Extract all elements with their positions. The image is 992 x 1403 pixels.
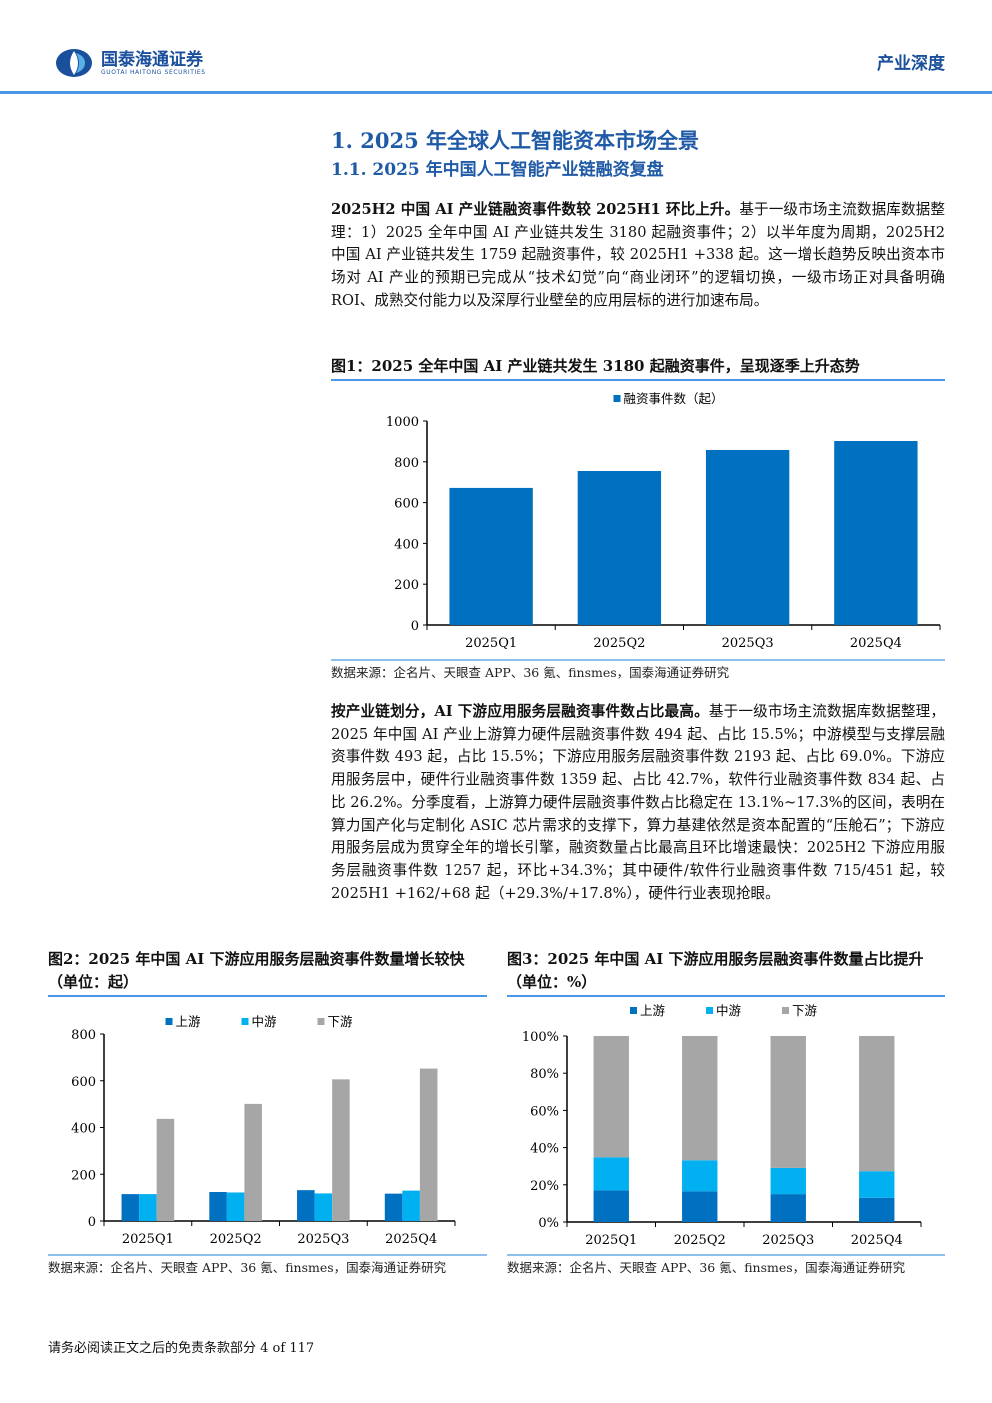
legend-label: 中游: [252, 1014, 278, 1029]
bar-中游: [593, 1157, 629, 1191]
bar-上游: [593, 1190, 629, 1222]
logo-subtitle: GUOTAI HAITONG SECURITIES: [101, 68, 206, 76]
bar-上游: [859, 1197, 895, 1222]
x-tick-label: 2025Q2: [674, 1233, 726, 1248]
figure-2-title: 图2：2025 年中国 AI 下游应用服务层融资事件数量增长较快（单位：起）: [48, 948, 487, 997]
bar-下游: [682, 1036, 718, 1161]
y-tick-label: 200: [394, 578, 419, 593]
figure-1-source: 数据来源：企名片、天眼查 APP、36 氪、finsmes，国泰海通证券研究: [331, 659, 945, 683]
x-tick-label: 2025Q1: [465, 636, 517, 651]
x-tick-label: 2025Q1: [122, 1232, 174, 1247]
bar-下游: [859, 1036, 895, 1172]
y-tick-label: 1000: [386, 415, 419, 430]
bar-中游: [402, 1190, 420, 1221]
bar-上游: [682, 1191, 718, 1222]
y-tick-label: 40%: [530, 1142, 559, 1157]
footer-disclaimer: 请务必阅读正文之后的免责条款部分: [48, 1341, 257, 1356]
figure-3-title: 图3：2025 年中国 AI 下游应用服务层融资事件数量占比提升（单位：%）: [507, 948, 945, 997]
y-tick-label: 400: [394, 537, 419, 552]
bar-融资事件数（起）: [577, 470, 662, 625]
y-tick-label: 400: [71, 1122, 96, 1137]
y-tick-label: 600: [394, 497, 419, 512]
bar-上游: [384, 1193, 403, 1221]
x-tick-label: 2025Q4: [850, 636, 902, 651]
bar-上游: [209, 1192, 227, 1221]
legend-label: 融资事件数（起）: [624, 391, 724, 406]
company-logo: 国泰海通证券 GUOTAI HAITONG SECURITIES: [55, 48, 206, 78]
y-tick-label: 800: [394, 456, 419, 471]
y-tick-label: 0: [411, 619, 419, 634]
x-tick-label: 2025Q4: [385, 1232, 437, 1247]
y-tick-label: 0: [88, 1215, 96, 1230]
paragraph-2-lead: 按产业链划分，AI 下游应用服务层融资事件数占比最高。: [331, 703, 709, 720]
legend-swatch: [706, 1007, 713, 1014]
section-heading: 1. 2025 年全球人工智能资本市场全景: [331, 128, 699, 153]
logo-mark-icon: [56, 49, 92, 77]
x-tick-label: 2025Q4: [851, 1233, 903, 1248]
figure-2-chart: 0 200 400 600 800 2025Q1 2025Q2 2025Q3 2025Q4 上游 中…: [71, 1014, 456, 1247]
bar-中游: [859, 1171, 895, 1198]
bar-中游: [226, 1192, 245, 1221]
y-tick-label: 20%: [530, 1179, 559, 1194]
bar-融资事件数（起）: [834, 440, 918, 625]
bar-中游: [139, 1194, 157, 1221]
bar-上游: [297, 1190, 315, 1221]
bar-上游: [770, 1194, 806, 1222]
figure-1-title: 图1：2025 全年中国 AI 产业链共发生 3180 起融资事件，呈现逐季上升…: [331, 355, 945, 381]
legend-swatch: [630, 1007, 637, 1014]
figure-1-chart: 0 200 400 600 800 1000 2025Q1 2025Q2 2025Q3 2025Q…: [386, 391, 941, 651]
bar-下游: [419, 1068, 438, 1221]
x-tick-label: 2025Q2: [593, 636, 645, 651]
y-tick-label: 100%: [522, 1030, 559, 1045]
x-tick-label: 2025Q1: [585, 1233, 637, 1248]
paragraph-2: 按产业链划分，AI 下游应用服务层融资事件数占比最高。基于一级市场主流数据库数据…: [331, 701, 945, 905]
legend-swatch: [613, 395, 621, 402]
y-tick-label: 800: [71, 1028, 96, 1043]
legend-swatch: [165, 1018, 173, 1025]
figure-3-source: 数据来源：企名片、天眼查 APP、36 氪、finsmes，国泰海通证券研究: [507, 1254, 945, 1278]
bar-中游: [682, 1160, 718, 1192]
x-tick-label: 2025Q3: [722, 636, 774, 651]
figure-3-chart: 0% 20% 40% 60% 80% 100% 2025Q1 2025Q2 2025Q3 2025…: [522, 1003, 922, 1248]
legend-swatch: [241, 1018, 249, 1025]
legend-label: 下游: [328, 1014, 354, 1029]
bar-下游: [156, 1118, 175, 1221]
bar-上游: [121, 1194, 140, 1221]
report-type: 产业深度: [877, 54, 945, 74]
figure-2-source: 数据来源：企名片、天眼查 APP、36 氪、finsmes，国泰海通证券研究: [48, 1254, 487, 1278]
bar-中游: [314, 1193, 333, 1221]
page-number: 4 of 117: [260, 1341, 315, 1356]
legend-label: 上游: [640, 1003, 666, 1018]
bar-下游: [244, 1103, 262, 1221]
bar-下游: [770, 1036, 806, 1168]
x-tick-label: 2025Q3: [762, 1233, 814, 1248]
legend-swatch: [317, 1018, 325, 1025]
subsection-heading: 1.1. 2025 年中国人工智能产业链融资复盘: [331, 160, 664, 180]
y-tick-label: 80%: [530, 1067, 559, 1082]
legend-label: 中游: [716, 1003, 742, 1018]
paragraph-2-body: 基于一级市场主流数据库数据整理，2025 年中国 AI 产业上游算力硬件层融资事…: [331, 703, 945, 902]
legend-label: 上游: [176, 1014, 202, 1029]
bar-下游: [332, 1079, 350, 1221]
y-tick-label: 60%: [530, 1104, 559, 1119]
bar-融资事件数（起）: [449, 487, 533, 625]
y-tick-label: 600: [71, 1075, 96, 1090]
paragraph-1: 2025H2 中国 AI 产业链融资事件数较 2025H1 环比上升。基于一级市…: [331, 199, 945, 313]
header-divider: [0, 91, 992, 94]
x-tick-label: 2025Q2: [210, 1232, 262, 1247]
legend-label: 下游: [792, 1003, 818, 1018]
x-tick-label: 2025Q3: [297, 1232, 349, 1247]
logo-name: 国泰海通证券: [101, 49, 203, 70]
bar-融资事件数（起）: [705, 449, 790, 625]
y-tick-label: 200: [71, 1168, 96, 1183]
paragraph-1-body: 基于一级市场主流数据库数据整理：1）2025 全年中国 AI 产业链共发生 31…: [331, 201, 945, 309]
y-tick-label: 0%: [538, 1216, 559, 1231]
legend-swatch: [782, 1007, 789, 1014]
bar-中游: [770, 1167, 806, 1195]
bar-下游: [593, 1036, 629, 1158]
footer: 请务必阅读正文之后的免责条款部分 4 of 117: [48, 1337, 314, 1356]
paragraph-1-lead: 2025H2 中国 AI 产业链融资事件数较 2025H1 环比上升。: [331, 201, 740, 218]
